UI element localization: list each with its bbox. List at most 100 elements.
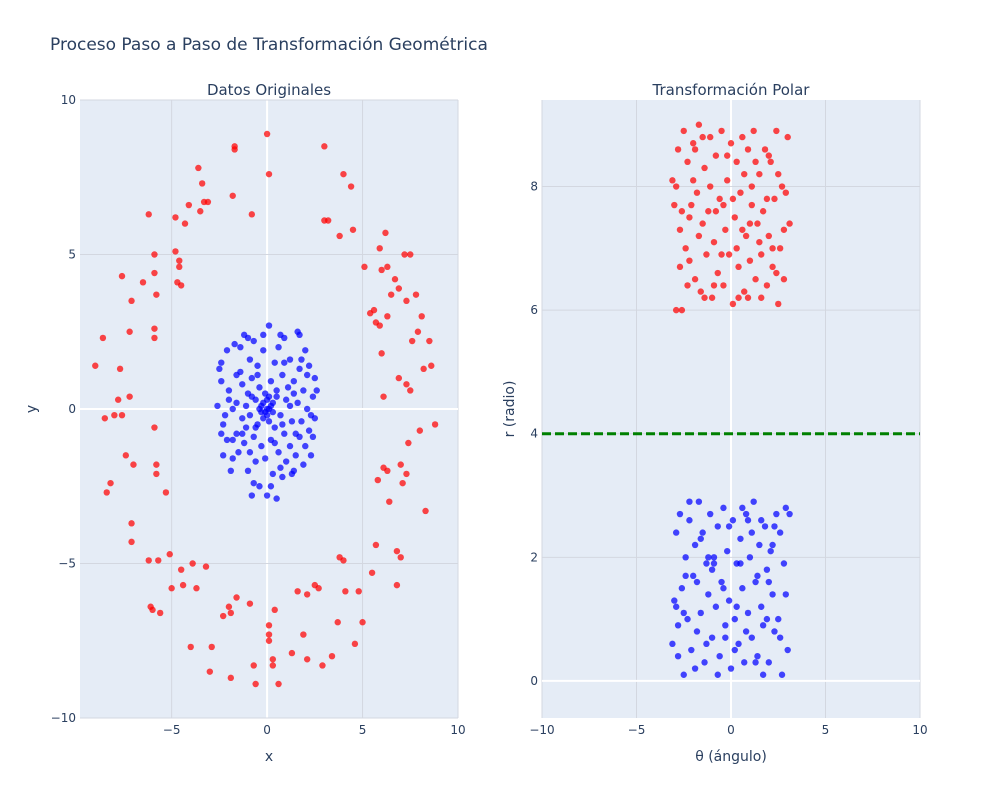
y-tick-label: 4 <box>530 427 538 441</box>
data-point <box>282 396 290 403</box>
data-point <box>288 649 296 657</box>
data-point <box>786 510 793 518</box>
x-tick-label: −5 <box>163 723 181 737</box>
data-point <box>151 424 158 431</box>
data-point <box>759 208 767 215</box>
data-point <box>782 504 790 512</box>
data-point <box>286 442 294 450</box>
data-point <box>741 170 748 178</box>
data-point <box>187 643 194 651</box>
data-point <box>714 671 721 678</box>
data-point <box>286 356 294 363</box>
data-point <box>431 421 439 428</box>
data-point <box>761 146 769 153</box>
data-point <box>414 328 422 335</box>
data-point <box>296 365 303 373</box>
data-point <box>737 560 744 567</box>
data-point <box>776 634 784 641</box>
data-point <box>342 588 349 595</box>
data-point <box>382 229 389 237</box>
data-point <box>298 356 305 363</box>
data-point <box>735 294 742 301</box>
data-point <box>254 371 261 379</box>
data-point <box>368 569 376 576</box>
data-point <box>313 387 320 394</box>
data-point <box>737 189 744 196</box>
data-point <box>705 591 712 598</box>
data-point <box>242 424 250 431</box>
data-point <box>384 467 391 474</box>
data-point <box>378 266 385 274</box>
data-point <box>248 211 256 218</box>
data-point <box>269 470 277 478</box>
data-point <box>672 306 680 314</box>
data-point <box>771 523 778 530</box>
data-point <box>729 517 737 524</box>
data-point <box>695 498 703 505</box>
data-point <box>176 257 183 264</box>
data-point <box>239 430 246 437</box>
data-point <box>281 430 288 437</box>
data-point <box>750 127 757 135</box>
data-point <box>426 337 433 345</box>
data-point <box>686 517 693 524</box>
data-point <box>261 455 269 462</box>
data-point <box>707 133 714 141</box>
data-point <box>336 232 343 240</box>
data-point <box>99 334 107 342</box>
data-point <box>682 572 689 580</box>
data-point <box>303 371 311 379</box>
data-point <box>778 183 786 190</box>
data-point <box>725 251 733 258</box>
data-point <box>347 183 355 190</box>
data-point <box>126 393 133 400</box>
data-point <box>756 238 763 246</box>
data-point <box>256 483 263 490</box>
data-point <box>223 436 231 444</box>
data-point <box>166 551 173 558</box>
data-point <box>731 646 738 654</box>
data-point <box>271 439 278 447</box>
data-point <box>735 263 742 271</box>
data-point <box>218 359 225 366</box>
data-point <box>746 257 754 264</box>
data-point <box>275 449 282 456</box>
data-point <box>720 201 727 209</box>
data-point <box>691 665 699 672</box>
data-point <box>758 603 765 610</box>
data-point <box>250 479 257 487</box>
data-point <box>277 411 284 419</box>
data-point <box>775 300 782 308</box>
data-point <box>771 628 778 635</box>
data-point <box>724 152 731 159</box>
x-axis-label: x <box>265 749 273 765</box>
data-point <box>708 294 716 301</box>
data-point <box>290 390 298 397</box>
data-point <box>758 251 765 258</box>
data-point <box>309 433 317 441</box>
data-point <box>275 344 282 351</box>
data-point <box>307 411 315 419</box>
data-point <box>742 628 750 635</box>
data-point <box>126 328 133 335</box>
data-point <box>282 458 290 465</box>
data-point <box>319 662 326 669</box>
data-point <box>288 470 296 478</box>
data-point <box>418 313 425 320</box>
data-point <box>684 158 691 165</box>
data-point <box>769 591 776 598</box>
data-point <box>773 269 780 277</box>
y-tick-label: −5 <box>58 557 76 571</box>
data-point <box>193 585 200 592</box>
data-point <box>267 402 275 410</box>
data-point <box>240 439 248 447</box>
data-point <box>300 387 307 394</box>
data-point <box>693 578 701 586</box>
data-point <box>395 374 403 382</box>
data-point <box>248 393 256 400</box>
data-point <box>307 452 315 459</box>
data-point <box>759 622 767 629</box>
data-point <box>244 467 252 474</box>
data-point <box>765 232 772 240</box>
data-point <box>697 535 704 542</box>
